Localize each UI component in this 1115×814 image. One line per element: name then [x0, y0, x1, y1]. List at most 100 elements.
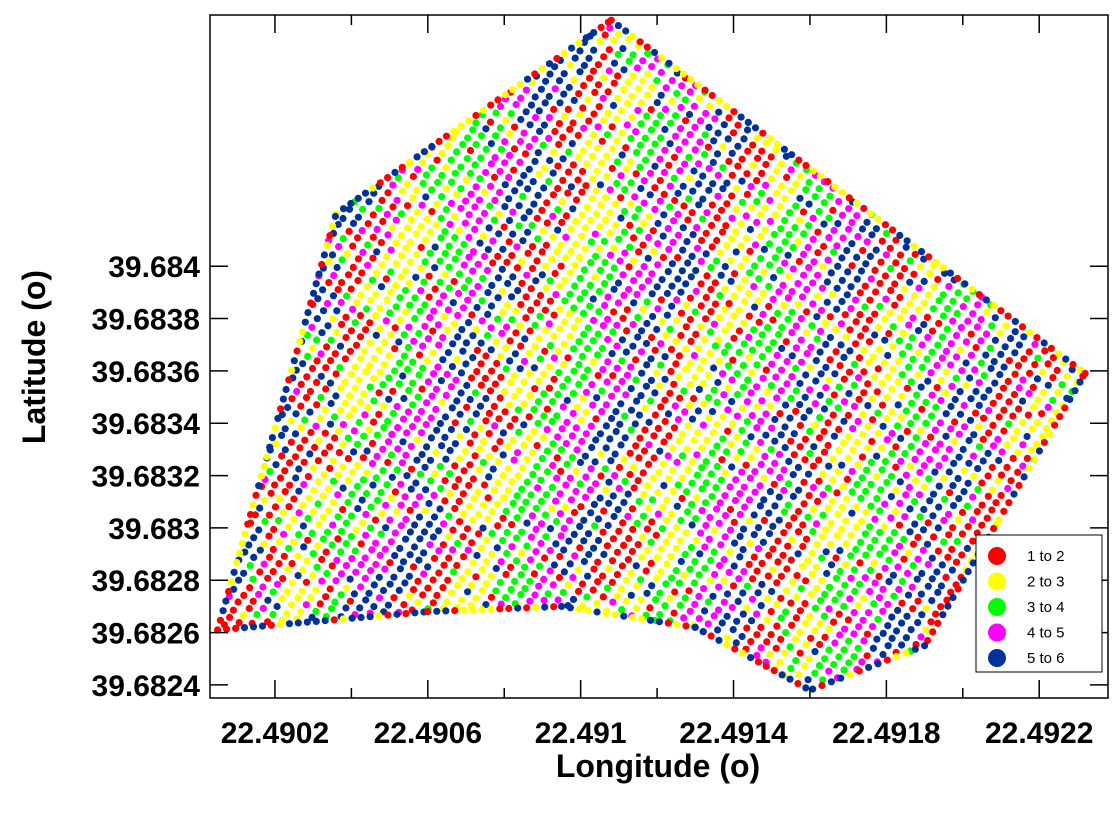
data-point: [809, 167, 817, 175]
data-point: [378, 196, 386, 204]
data-point: [898, 392, 906, 400]
data-point: [546, 363, 554, 371]
data-point: [771, 211, 780, 219]
data-point: [721, 533, 729, 541]
data-point: [848, 262, 856, 270]
data-point: [681, 408, 689, 416]
data-point: [764, 345, 773, 353]
data-point: [650, 247, 658, 255]
data-point: [521, 335, 529, 343]
data-point: [926, 497, 934, 505]
data-point: [924, 333, 932, 341]
data-point: [620, 541, 628, 550]
data-point: [657, 68, 666, 77]
data-point: [871, 331, 879, 339]
data-point: [537, 476, 545, 484]
data-point: [969, 493, 977, 501]
data-point: [788, 308, 796, 316]
data-point: [555, 140, 563, 149]
data-point: [727, 277, 735, 285]
data-point: [830, 660, 838, 669]
data-point: [715, 636, 723, 644]
data-point: [678, 452, 687, 460]
data-point: [351, 384, 359, 392]
data-point: [640, 263, 648, 271]
data-point: [853, 212, 861, 220]
data-point: [670, 424, 679, 432]
data-point: [934, 547, 943, 555]
data-point: [1044, 360, 1052, 368]
data-point: [760, 516, 769, 525]
data-point: [914, 533, 922, 542]
data-point: [412, 229, 421, 237]
data-point: [794, 550, 802, 558]
data-point: [489, 237, 497, 245]
data-point: [372, 474, 380, 482]
data-point: [922, 604, 930, 612]
data-point: [660, 211, 668, 219]
data-point: [487, 324, 495, 332]
data-point: [334, 535, 342, 543]
data-point: [730, 518, 738, 526]
data-point: [339, 441, 347, 449]
data-point: [333, 263, 341, 272]
data-point: [354, 255, 362, 263]
data-point: [796, 421, 805, 430]
data-point: [648, 582, 656, 590]
data-point: [626, 470, 634, 479]
data-point: [600, 116, 608, 125]
data-point: [570, 367, 578, 375]
data-point: [392, 239, 400, 247]
data-point: [935, 319, 943, 327]
data-point: [825, 605, 833, 613]
data-point: [383, 481, 391, 489]
data-point: [615, 235, 623, 243]
data-point: [593, 144, 602, 152]
data-point: [444, 576, 452, 584]
data-point: [366, 613, 374, 621]
data-point: [842, 540, 850, 548]
data-point: [648, 333, 656, 342]
data-point: [308, 529, 316, 538]
data-point: [361, 411, 369, 419]
data-point: [560, 49, 568, 57]
data-point: [372, 290, 380, 298]
data-point: [309, 550, 317, 558]
data-point: [442, 391, 450, 399]
data-point: [637, 99, 645, 107]
data-point: [826, 313, 834, 321]
data-point: [288, 366, 296, 374]
data-point: [955, 453, 963, 461]
data-point: [607, 457, 615, 465]
data-point: [590, 131, 598, 139]
data-point: [482, 601, 490, 609]
data-point: [334, 491, 342, 499]
data-point: [613, 342, 621, 350]
data-point: [715, 97, 724, 105]
data-point: [673, 296, 681, 304]
data-point: [523, 75, 532, 83]
data-point: [279, 508, 287, 517]
data-point: [338, 279, 346, 287]
data-point: [479, 275, 487, 283]
data-point: [937, 582, 946, 590]
data-point: [674, 416, 683, 424]
data-point: [570, 304, 578, 312]
data-point: [485, 473, 493, 481]
data-point: [665, 245, 673, 254]
data-point: [713, 398, 721, 406]
data-point: [906, 528, 914, 536]
data-point: [809, 300, 817, 308]
data-point: [845, 390, 853, 398]
data-point: [856, 311, 864, 319]
data-point: [487, 140, 495, 148]
data-point: [672, 567, 680, 575]
data-point: [629, 342, 637, 350]
data-point: [462, 426, 470, 434]
data-point: [864, 423, 872, 431]
data-point: [634, 477, 642, 485]
data-point: [812, 377, 820, 385]
data-point: [602, 401, 611, 409]
data-point: [1069, 360, 1077, 369]
data-point: [357, 583, 365, 591]
